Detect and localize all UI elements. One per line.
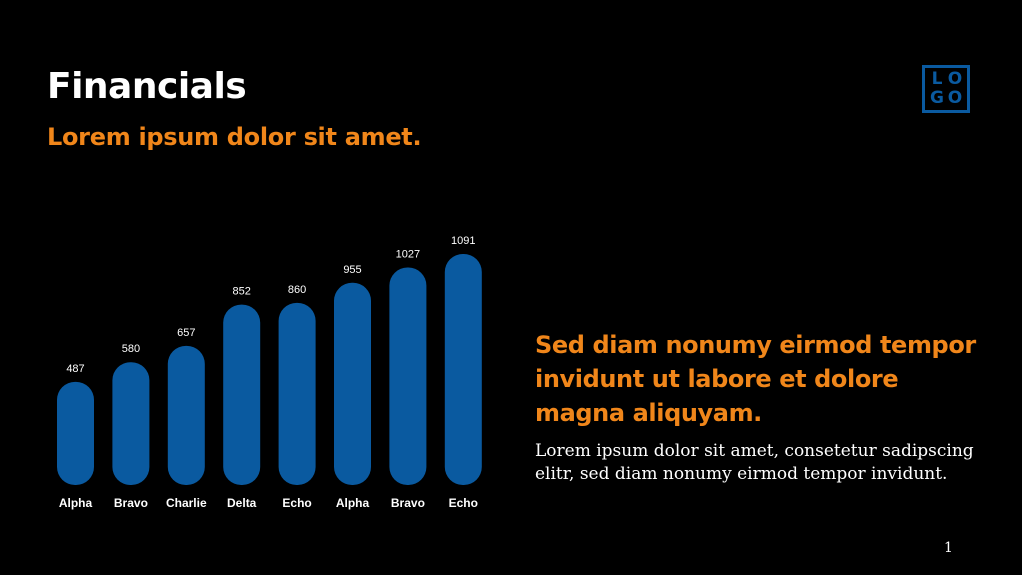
bar bbox=[112, 362, 150, 485]
slide-title: Financials bbox=[47, 66, 247, 107]
bar-value-label: 860 bbox=[288, 284, 306, 296]
logo-letter: G bbox=[930, 88, 944, 108]
bar bbox=[334, 282, 371, 485]
category-label: Alpha bbox=[59, 496, 93, 510]
bar-value-label: 852 bbox=[233, 286, 251, 298]
section-heading: Sed diam nonumy eirmod tempor invidunt u… bbox=[535, 331, 976, 427]
category-label: Bravo bbox=[114, 496, 148, 510]
logo: L O G O bbox=[922, 65, 970, 113]
slide-subtitle: Lorem ipsum dolor sit amet. bbox=[47, 123, 422, 151]
bar-value-label: 580 bbox=[122, 343, 140, 355]
category-label: Bravo bbox=[391, 496, 425, 510]
bar bbox=[389, 267, 427, 485]
category-label: Delta bbox=[227, 496, 257, 510]
bar-value-label: 487 bbox=[66, 363, 84, 375]
bar bbox=[57, 381, 94, 485]
page-number: 1 bbox=[944, 540, 953, 556]
bar bbox=[278, 302, 316, 485]
bar bbox=[223, 304, 261, 485]
category-label: Echo bbox=[282, 496, 311, 510]
logo-letter: L bbox=[931, 69, 943, 89]
logo-letter: O bbox=[947, 69, 963, 89]
bar bbox=[444, 254, 482, 485]
bar-value-label: 657 bbox=[177, 327, 195, 339]
category-label: Echo bbox=[449, 496, 478, 510]
body-paragraph: Lorem ipsum dolor sit amet, consetetur s… bbox=[535, 441, 974, 484]
category-label: Alpha bbox=[336, 496, 370, 510]
bar-value-label: 955 bbox=[343, 264, 361, 276]
bar-chart: 487 Alpha 580 Bravo 657 Charlie 852 Delta 860 Ech… bbox=[57, 235, 482, 510]
bar-value-label: 1091 bbox=[451, 235, 475, 247]
logo-letter: O bbox=[947, 88, 963, 108]
bar bbox=[167, 345, 205, 485]
category-label: Charlie bbox=[166, 496, 207, 510]
bar-value-label: 1027 bbox=[396, 249, 420, 261]
